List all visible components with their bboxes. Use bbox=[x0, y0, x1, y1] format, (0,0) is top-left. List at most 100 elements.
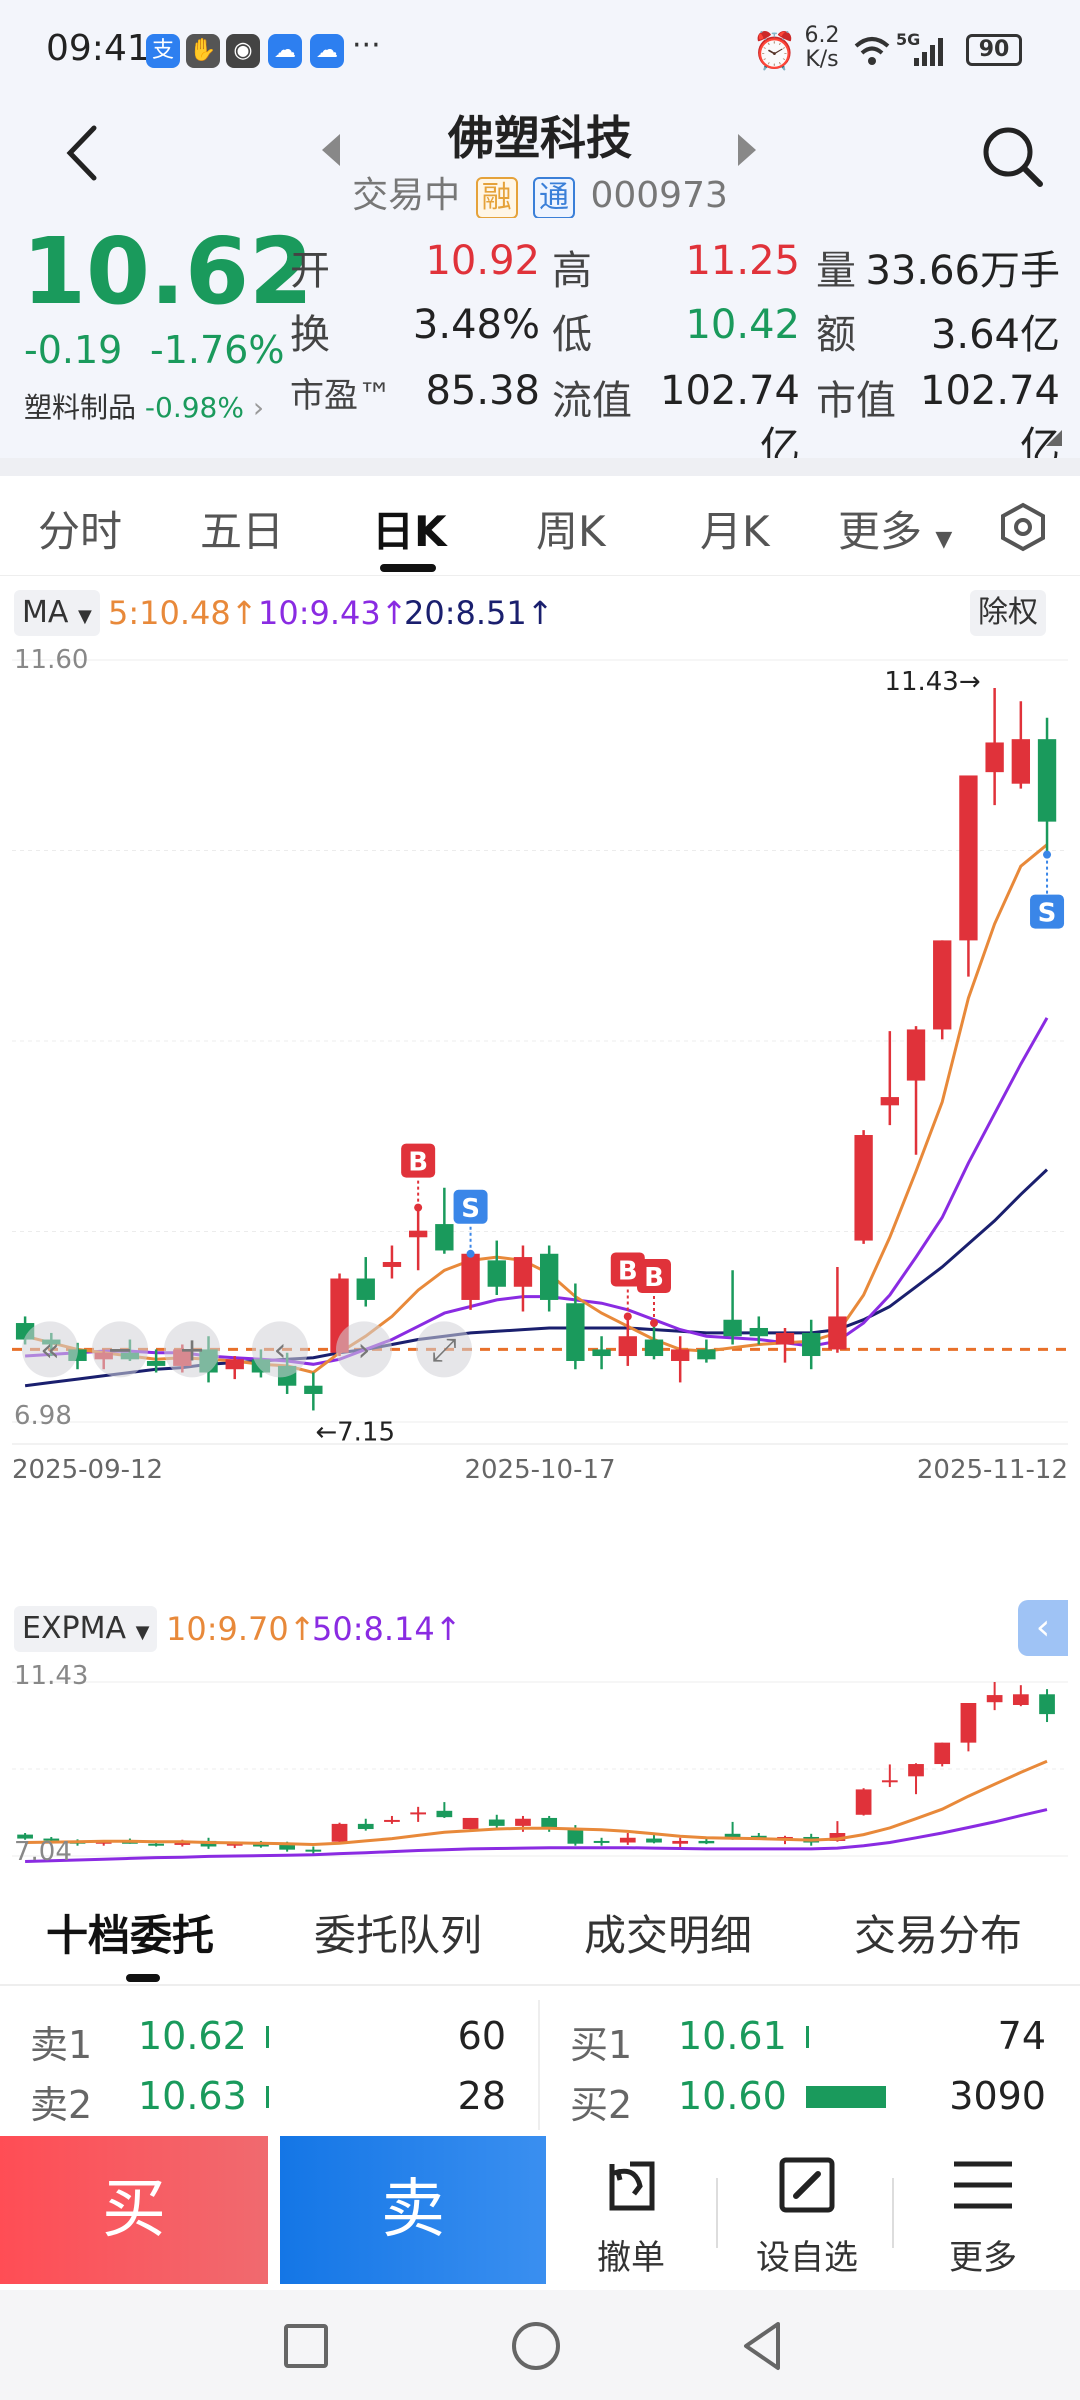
zoom-out-icon-glyph: − bbox=[107, 1330, 134, 1368]
expma-candle-body bbox=[855, 1789, 872, 1815]
fullscreen-icon[interactable]: ⤢ bbox=[416, 1321, 472, 1378]
ask-1-bar bbox=[266, 2026, 269, 2048]
tab-monthly-k[interactable]: 月K bbox=[700, 507, 770, 556]
expma-candle-body bbox=[750, 1835, 767, 1838]
candle-body bbox=[592, 1349, 611, 1357]
back-icon[interactable] bbox=[56, 118, 116, 188]
search-icon[interactable] bbox=[978, 122, 1048, 192]
max-price-label: 11.43→ bbox=[884, 667, 980, 697]
candle-body bbox=[828, 1316, 847, 1350]
expand-corner-icon[interactable] bbox=[1046, 430, 1062, 446]
scroll-far-left-icon-glyph: « bbox=[40, 1330, 60, 1368]
divider bbox=[892, 2178, 894, 2248]
home-icon[interactable] bbox=[512, 2322, 560, 2370]
kline-chart[interactable]: BSB BS« − + ‹ › ⤢11.606.9811.43→←7.152025-09-1… bbox=[12, 640, 1068, 1540]
expma-candle-body bbox=[698, 1840, 715, 1844]
connect-tag: 通 bbox=[533, 177, 576, 219]
scroll-left-icon[interactable]: ‹ bbox=[252, 1321, 308, 1378]
system-nav-bar bbox=[0, 2290, 1080, 2400]
market-cap-label: 市值 bbox=[816, 378, 896, 424]
marker-dot bbox=[414, 1203, 423, 1212]
ma-selector[interactable]: MA ▼ bbox=[14, 590, 100, 636]
status-time: 09:41 bbox=[46, 28, 150, 69]
caret-down-icon: ▼ bbox=[935, 527, 953, 552]
expma-candle-body bbox=[436, 1810, 453, 1818]
ma20-value: 20:8.51↑ bbox=[404, 594, 554, 632]
marker-label: S bbox=[1038, 899, 1057, 929]
bid-1-label: 买1 bbox=[570, 2023, 633, 2067]
candle-body bbox=[775, 1332, 795, 1345]
turnover-label: 换 bbox=[290, 312, 330, 358]
stock-name: 佛塑科技 bbox=[448, 111, 632, 165]
scroll-left-icon-bg bbox=[252, 1321, 308, 1378]
candle-body bbox=[1037, 739, 1057, 822]
tab-order-book[interactable]: 十档委托 bbox=[46, 1911, 215, 1960]
alarm-icon: ⏰ bbox=[752, 31, 797, 72]
low-label: 低 bbox=[552, 312, 592, 358]
sell-button[interactable]: 卖 bbox=[280, 2136, 546, 2284]
prev-stock-icon[interactable] bbox=[322, 134, 340, 166]
cancel-order-label: 撤单 bbox=[597, 2238, 665, 2278]
date-end: 2025-11-12 bbox=[917, 1455, 1068, 1485]
tab-intraday[interactable]: 分时 bbox=[38, 507, 123, 556]
back-nav-icon[interactable] bbox=[738, 2320, 786, 2372]
settings-hexagon-icon[interactable] bbox=[998, 502, 1048, 552]
expma-selector[interactable]: EXPMA ▼ bbox=[14, 1606, 158, 1652]
candle-body bbox=[382, 1262, 402, 1267]
divider bbox=[716, 2178, 718, 2248]
stock-header: 佛塑科技 交易中 融 通 000973 bbox=[0, 100, 1080, 219]
add-watchlist-label: 设自选 bbox=[756, 2238, 858, 2278]
candle-body bbox=[566, 1303, 585, 1361]
candle-body bbox=[146, 1360, 166, 1366]
bid-1-price: 10.61 bbox=[678, 2014, 787, 2058]
sector-link[interactable]: 塑料制品 -0.98% › bbox=[24, 386, 264, 426]
volume-label: 量 bbox=[816, 248, 856, 294]
expma-candle-body bbox=[279, 1844, 295, 1850]
buy-button[interactable]: 买 bbox=[0, 2136, 268, 2284]
cloud-icon-2: ☁ bbox=[310, 34, 344, 68]
sector-name: 塑料制品 bbox=[24, 391, 137, 424]
price-axis-top: 11.60 bbox=[14, 645, 88, 675]
expma-chart[interactable]: 11.43 7.04 bbox=[12, 1660, 1068, 1870]
ma10-value: 10:9.43↑ bbox=[258, 594, 408, 632]
tab-weekly-k[interactable]: 周K bbox=[536, 507, 606, 556]
ask-2-bar bbox=[266, 2086, 269, 2108]
sell-marker bbox=[1030, 894, 1065, 929]
cloud-icon: ☁ bbox=[268, 34, 302, 68]
ex-rights-button[interactable]: 除权 bbox=[970, 590, 1046, 636]
signal-label: 5G bbox=[896, 30, 921, 49]
candle-body bbox=[408, 1230, 428, 1238]
tab-order-queue[interactable]: 委托队列 bbox=[314, 1911, 483, 1960]
zoom-in-icon[interactable]: + bbox=[164, 1321, 220, 1378]
expma-candle-body bbox=[829, 1833, 846, 1841]
expma-candle-body bbox=[672, 1840, 689, 1844]
scroll-right-icon[interactable]: › bbox=[336, 1321, 392, 1378]
tab-daily-k[interactable]: 日K bbox=[372, 507, 447, 556]
candle-body bbox=[802, 1332, 821, 1357]
tab-five-day[interactable]: 五日 bbox=[200, 507, 285, 556]
scroll-right-icon-glyph: › bbox=[358, 1330, 371, 1368]
candle-body bbox=[356, 1278, 375, 1300]
scroll-far-left-icon[interactable]: « bbox=[22, 1321, 78, 1378]
expma-selector-label: EXPMA bbox=[22, 1611, 127, 1646]
marker-label: B bbox=[618, 1256, 638, 1286]
battery-level: 90 bbox=[978, 37, 1010, 62]
marker-label: B bbox=[644, 1263, 664, 1293]
expma-candle-body bbox=[148, 1843, 164, 1846]
zoom-out-icon[interactable]: − bbox=[92, 1321, 148, 1378]
next-stock-icon[interactable] bbox=[738, 134, 756, 166]
edit-icon bbox=[779, 2157, 835, 2213]
expma-candle-body bbox=[226, 1843, 243, 1846]
expma-candle-body bbox=[934, 1742, 951, 1765]
zoom-in-icon-bg bbox=[164, 1321, 220, 1378]
tab-more[interactable]: 更多 ▼ bbox=[838, 498, 952, 559]
tab-trade-distribution[interactable]: 交易分布 bbox=[854, 1911, 1023, 1960]
recents-icon[interactable] bbox=[284, 2324, 328, 2368]
bid-2-qty: 3090 bbox=[949, 2074, 1046, 2118]
alipay-icon: 支 bbox=[146, 34, 180, 68]
tab-trade-detail[interactable]: 成交明细 bbox=[584, 1911, 753, 1960]
margin-tag: 融 bbox=[475, 177, 518, 219]
amount-label: 额 bbox=[816, 312, 856, 358]
collapse-panel-icon[interactable]: ‹ bbox=[1018, 1600, 1068, 1656]
ask-2-qty: 28 bbox=[457, 2074, 506, 2118]
